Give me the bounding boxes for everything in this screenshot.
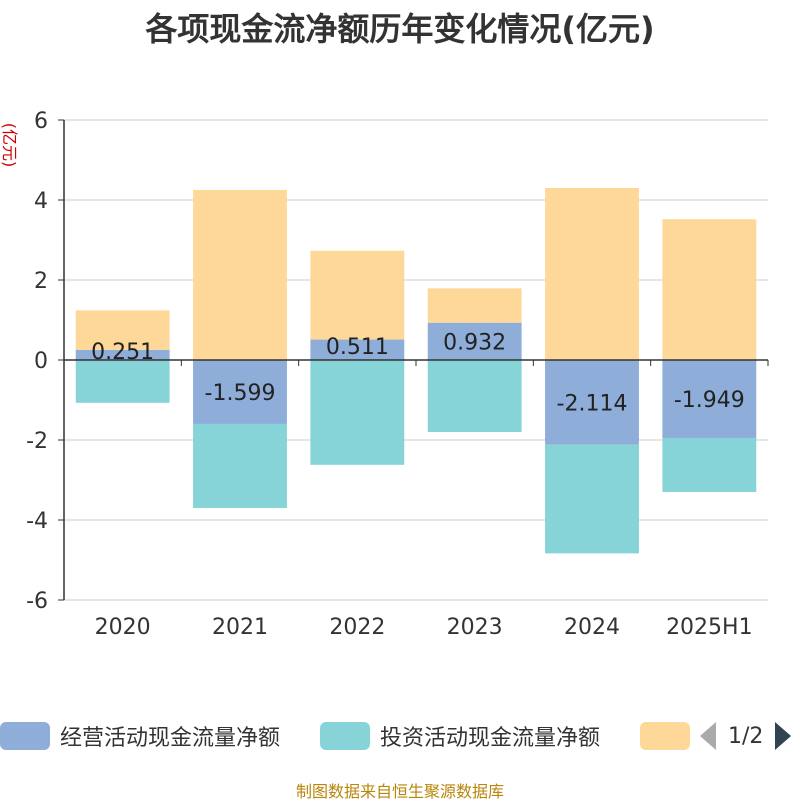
bar-operating xyxy=(545,360,639,445)
legend: 经营活动现金流量净额 投资活动现金流量净额 1/2 xyxy=(0,716,800,756)
bar-operating xyxy=(193,360,287,424)
x-tick-label: 2023 xyxy=(447,615,503,640)
bar-investing xyxy=(75,360,170,403)
legend-label-operating: 经营活动现金流量净额 xyxy=(60,726,281,751)
legend-swatch-investing xyxy=(320,722,370,750)
bar-investing xyxy=(427,360,522,432)
bar-investing xyxy=(193,423,287,508)
y-tick-label: -6 xyxy=(26,589,48,614)
axes: -6 -4 -2 0 2 4 6 2020 2021 2022 2023 2024 2025H1 xyxy=(26,109,769,640)
bar-third-series xyxy=(545,188,639,360)
data-label: -1.599 xyxy=(205,381,276,406)
bar-third-series xyxy=(427,288,522,323)
bar-investing xyxy=(310,360,405,465)
bar-third-series xyxy=(662,219,757,360)
bar-operating xyxy=(75,349,170,360)
data-labels: 0.251 -1.599 0.511 0.932 -2.114 -1.949 xyxy=(91,330,745,416)
bar-investing xyxy=(545,444,639,554)
legend-item-operating[interactable]: 经营活动现金流量净额 xyxy=(0,716,280,756)
chart-plot: -6 -4 -2 0 2 4 6 2020 2021 2022 2023 2024 2025H1 0.2… xyxy=(0,109,769,640)
legend-swatch-operating xyxy=(0,722,50,750)
legend-label-investing: 投资活动现金流量净额 xyxy=(380,726,601,751)
x-tick-label: 2024 xyxy=(564,615,620,640)
legend-page-indicator: 1/2 xyxy=(728,723,764,749)
x-tick-label: 2025H1 xyxy=(666,615,753,640)
data-label: 0.932 xyxy=(443,330,506,355)
y-axis-label: (亿元) xyxy=(0,123,19,168)
legend-prev-arrow-icon[interactable] xyxy=(700,722,716,750)
data-label: -1.949 xyxy=(674,388,745,413)
y-tick-label: 4 xyxy=(34,189,48,214)
bar-operating xyxy=(310,339,405,360)
y-tick-label: 0 xyxy=(34,349,48,374)
bar-operating xyxy=(427,322,522,360)
bar-third-series xyxy=(310,250,405,340)
x-tick-label: 2020 xyxy=(95,615,151,640)
x-tick-label: 2021 xyxy=(212,615,268,640)
data-label: 0.511 xyxy=(326,335,389,360)
legend-item-investing[interactable]: 投资活动现金流量净额 xyxy=(320,716,600,756)
bar-investing xyxy=(662,437,757,492)
y-tick-label: 2 xyxy=(34,269,48,294)
bar-third-series xyxy=(75,310,170,350)
x-tick-label: 2022 xyxy=(329,615,385,640)
y-tick-label: -4 xyxy=(26,509,48,534)
chart-title: 各项现金流净额历年变化情况(亿元) xyxy=(145,10,655,48)
legend-pager: 1/2 xyxy=(700,716,792,756)
data-label: -2.114 xyxy=(557,391,628,416)
source-note: 制图数据来自恒生聚源数据库 xyxy=(295,782,504,801)
data-label: 0.251 xyxy=(91,340,154,365)
y-tick-label: 6 xyxy=(34,109,48,134)
bar-third-series xyxy=(193,190,287,360)
y-tick-label: -2 xyxy=(26,429,48,454)
legend-swatch-third-series xyxy=(640,722,690,750)
legend-item-third-series[interactable] xyxy=(640,716,690,756)
bars xyxy=(75,188,757,554)
bar-operating xyxy=(662,360,757,438)
legend-next-arrow-icon[interactable] xyxy=(775,722,792,750)
grid-lines xyxy=(64,119,768,601)
